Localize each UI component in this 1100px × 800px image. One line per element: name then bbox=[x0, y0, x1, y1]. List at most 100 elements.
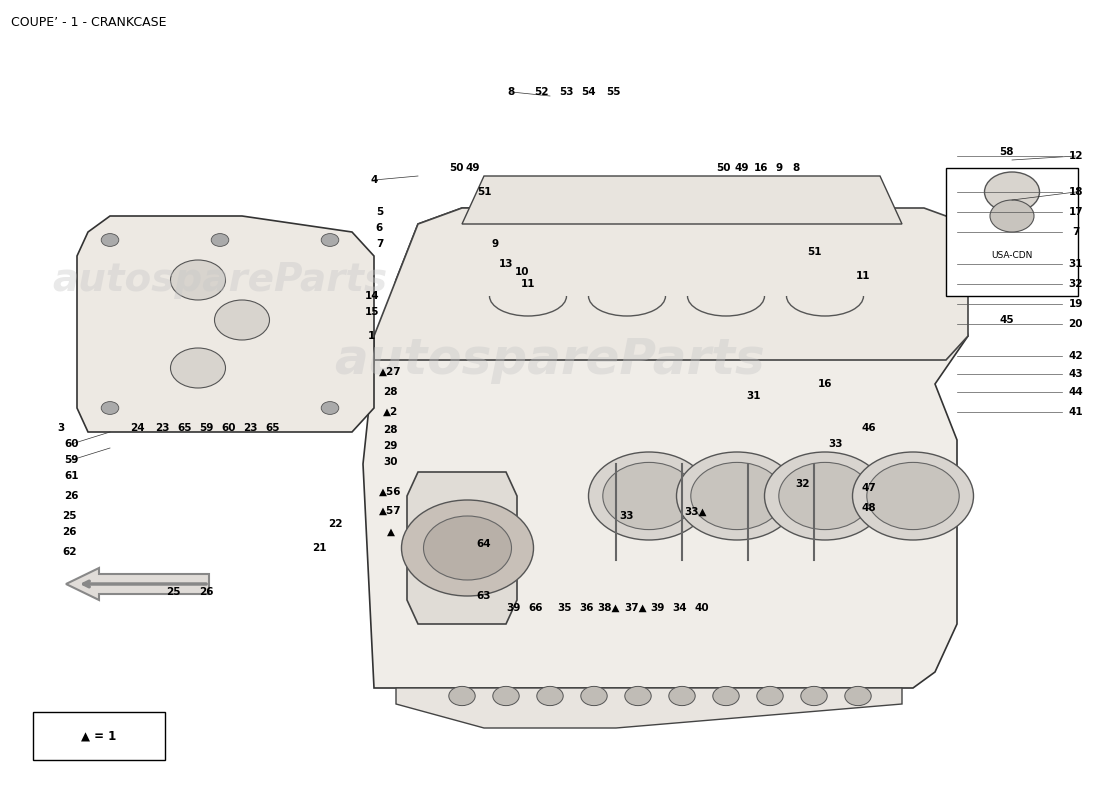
Text: 28: 28 bbox=[383, 387, 398, 397]
Text: 58: 58 bbox=[999, 147, 1014, 157]
Polygon shape bbox=[462, 176, 902, 224]
Circle shape bbox=[676, 452, 798, 540]
Text: 3: 3 bbox=[57, 423, 64, 433]
Circle shape bbox=[757, 686, 783, 706]
Text: 30: 30 bbox=[383, 458, 398, 467]
Text: 49: 49 bbox=[465, 163, 481, 173]
Circle shape bbox=[691, 462, 783, 530]
Text: 20: 20 bbox=[1068, 319, 1084, 329]
Text: 32: 32 bbox=[795, 479, 811, 489]
Text: 6: 6 bbox=[376, 223, 383, 233]
Circle shape bbox=[852, 452, 974, 540]
Text: 14: 14 bbox=[364, 291, 380, 301]
Text: COUPE’ - 1 - CRANKCASE: COUPE’ - 1 - CRANKCASE bbox=[11, 16, 166, 29]
Text: 8: 8 bbox=[508, 87, 515, 97]
Text: 55: 55 bbox=[606, 87, 621, 97]
Circle shape bbox=[984, 172, 1040, 212]
Circle shape bbox=[669, 686, 695, 706]
Text: 22: 22 bbox=[328, 519, 343, 529]
Polygon shape bbox=[77, 216, 374, 432]
Text: 16: 16 bbox=[817, 379, 833, 389]
Text: autospareParts: autospareParts bbox=[53, 261, 387, 299]
Text: 38▲: 38▲ bbox=[597, 603, 619, 613]
Circle shape bbox=[625, 686, 651, 706]
Text: 32: 32 bbox=[1068, 279, 1084, 289]
Circle shape bbox=[779, 462, 871, 530]
Circle shape bbox=[603, 462, 695, 530]
Text: 44: 44 bbox=[1068, 387, 1084, 397]
Text: 36: 36 bbox=[579, 603, 594, 613]
Text: 1: 1 bbox=[368, 331, 375, 341]
Circle shape bbox=[424, 516, 512, 580]
Circle shape bbox=[321, 402, 339, 414]
Text: 26: 26 bbox=[199, 587, 214, 597]
Circle shape bbox=[101, 402, 119, 414]
Text: 24: 24 bbox=[130, 423, 145, 433]
Text: 47: 47 bbox=[861, 483, 877, 493]
Text: 4: 4 bbox=[371, 175, 377, 185]
Text: 31: 31 bbox=[746, 391, 761, 401]
Text: 23: 23 bbox=[243, 423, 258, 433]
Text: ▲2: ▲2 bbox=[383, 407, 398, 417]
Text: 18: 18 bbox=[1068, 187, 1084, 197]
Circle shape bbox=[581, 686, 607, 706]
Text: 31: 31 bbox=[1068, 259, 1084, 269]
Text: 42: 42 bbox=[1068, 351, 1084, 361]
Circle shape bbox=[493, 686, 519, 706]
Text: 9: 9 bbox=[776, 163, 782, 173]
Text: 41: 41 bbox=[1068, 407, 1084, 417]
Text: 39: 39 bbox=[650, 603, 666, 613]
Circle shape bbox=[101, 234, 119, 246]
Text: 59: 59 bbox=[199, 423, 214, 433]
Text: 26: 26 bbox=[62, 527, 77, 537]
Text: 62: 62 bbox=[62, 547, 77, 557]
Circle shape bbox=[764, 452, 886, 540]
FancyBboxPatch shape bbox=[33, 712, 165, 760]
Text: 61: 61 bbox=[64, 471, 79, 481]
Text: 40: 40 bbox=[694, 603, 710, 613]
Circle shape bbox=[321, 234, 339, 246]
Text: 39: 39 bbox=[506, 603, 521, 613]
Text: 16: 16 bbox=[754, 163, 769, 173]
Text: 37▲: 37▲ bbox=[625, 603, 647, 613]
Circle shape bbox=[845, 686, 871, 706]
Text: ▲: ▲ bbox=[386, 527, 395, 537]
Text: 12: 12 bbox=[1068, 151, 1084, 161]
Circle shape bbox=[801, 686, 827, 706]
Text: 49: 49 bbox=[734, 163, 749, 173]
Text: 51: 51 bbox=[806, 247, 822, 257]
Text: ▲56: ▲56 bbox=[379, 487, 401, 497]
Text: 19: 19 bbox=[1068, 299, 1084, 309]
Circle shape bbox=[170, 260, 226, 300]
Text: 54: 54 bbox=[581, 87, 596, 97]
Text: 53: 53 bbox=[559, 87, 574, 97]
Text: 60: 60 bbox=[64, 439, 79, 449]
Text: 26: 26 bbox=[64, 491, 79, 501]
Text: 10: 10 bbox=[515, 267, 530, 277]
Circle shape bbox=[713, 686, 739, 706]
Text: 21: 21 bbox=[311, 543, 327, 553]
Text: 65: 65 bbox=[265, 423, 280, 433]
Text: 23: 23 bbox=[155, 423, 170, 433]
Text: 9: 9 bbox=[492, 239, 498, 249]
Text: 50: 50 bbox=[449, 163, 464, 173]
Text: 7: 7 bbox=[1072, 227, 1079, 237]
Text: 5: 5 bbox=[376, 207, 383, 217]
Text: 34: 34 bbox=[672, 603, 688, 613]
Circle shape bbox=[170, 348, 226, 388]
Text: 33: 33 bbox=[828, 439, 844, 449]
Text: 8: 8 bbox=[793, 163, 800, 173]
Text: 50: 50 bbox=[716, 163, 732, 173]
Text: 45: 45 bbox=[999, 315, 1014, 325]
Circle shape bbox=[588, 452, 710, 540]
FancyArrow shape bbox=[66, 568, 209, 600]
Circle shape bbox=[867, 462, 959, 530]
Text: 25: 25 bbox=[166, 587, 182, 597]
Circle shape bbox=[214, 300, 270, 340]
Text: 43: 43 bbox=[1068, 370, 1084, 379]
Text: 28: 28 bbox=[383, 426, 398, 435]
Polygon shape bbox=[363, 208, 968, 688]
Text: 60: 60 bbox=[221, 423, 236, 433]
Text: 15: 15 bbox=[364, 307, 380, 317]
Text: 25: 25 bbox=[62, 511, 77, 521]
